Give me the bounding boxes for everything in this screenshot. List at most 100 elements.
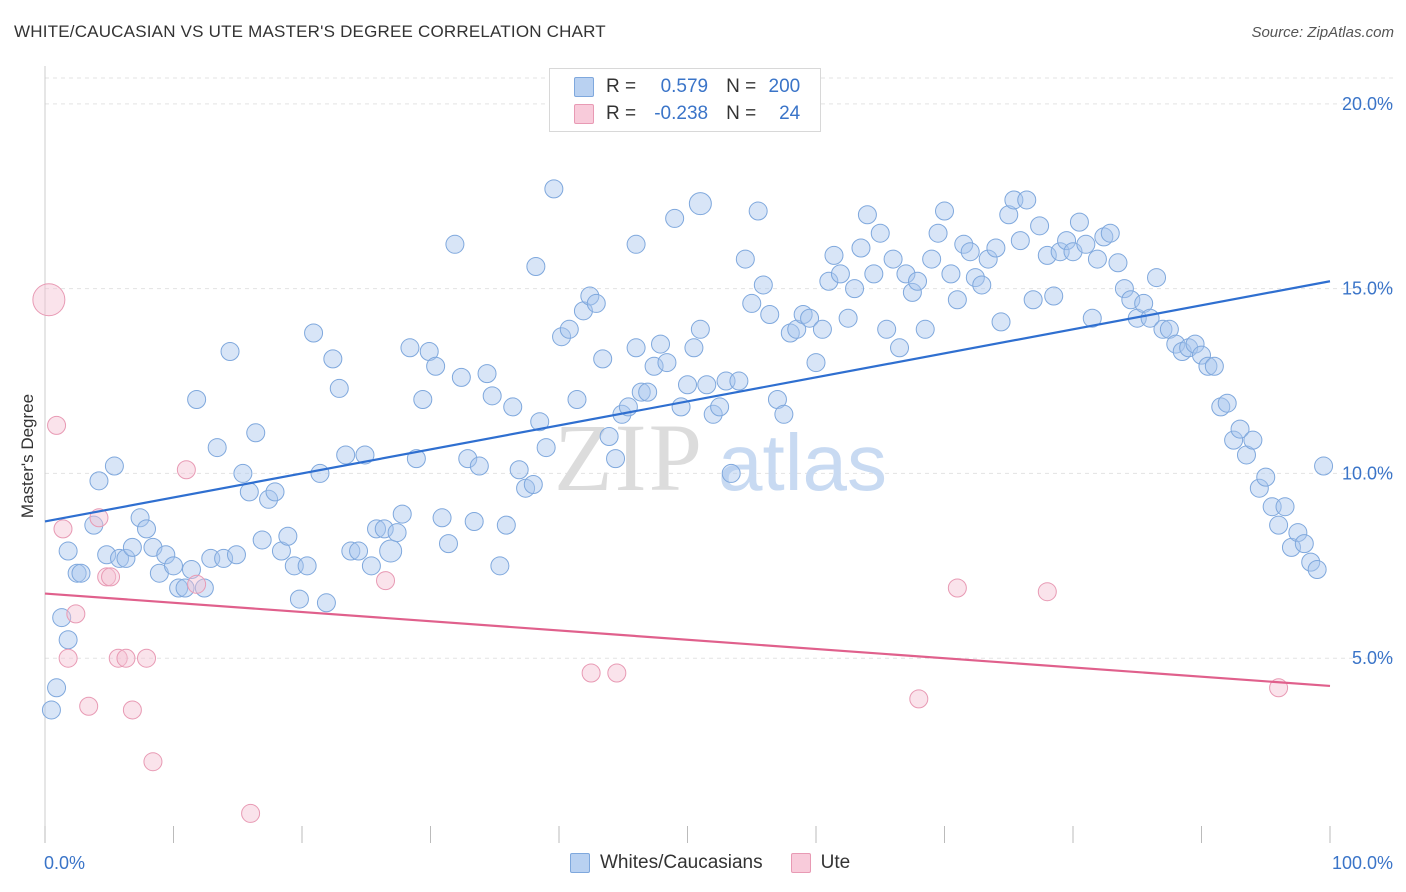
point-whites bbox=[830, 264, 850, 284]
point-whites bbox=[544, 179, 564, 199]
point-whites bbox=[1108, 253, 1128, 273]
point-ute bbox=[143, 752, 163, 772]
point-ute bbox=[53, 519, 73, 539]
point-whites bbox=[175, 578, 195, 598]
watermark-atlas: atlas bbox=[718, 418, 887, 507]
legend-row-whites: R = 0.579 N = 200 bbox=[574, 75, 800, 99]
point-whites bbox=[329, 378, 349, 398]
point-whites bbox=[922, 249, 942, 269]
point-whites bbox=[780, 323, 800, 343]
point-whites bbox=[1166, 334, 1186, 354]
trend-line-whites bbox=[44, 280, 1331, 523]
point-whites bbox=[1121, 290, 1141, 310]
point-whites bbox=[710, 397, 730, 417]
point-whites bbox=[877, 319, 897, 339]
point-whites bbox=[567, 390, 587, 410]
point-whites bbox=[207, 438, 227, 458]
point-ute bbox=[32, 283, 66, 317]
point-whites bbox=[438, 534, 458, 554]
point-whites bbox=[1057, 231, 1077, 251]
legend-n-label: N = bbox=[726, 103, 757, 124]
point-whites bbox=[110, 548, 130, 568]
point-whites bbox=[697, 375, 717, 395]
point-ute bbox=[47, 415, 67, 435]
point-whites bbox=[857, 205, 877, 225]
legend-row-ute: R = -0.238 N = 24 bbox=[574, 102, 800, 126]
point-whites bbox=[265, 482, 285, 502]
point-whites bbox=[824, 245, 844, 265]
point-whites bbox=[226, 545, 246, 565]
point-whites bbox=[1243, 430, 1263, 450]
point-whites bbox=[89, 471, 109, 491]
point-whites bbox=[361, 556, 381, 576]
point-whites bbox=[735, 249, 755, 269]
point-ute bbox=[116, 648, 136, 668]
y-tick-label: 5.0% bbox=[1352, 648, 1393, 668]
point-whites bbox=[116, 548, 136, 568]
point-whites bbox=[509, 460, 529, 480]
legend-r-label: R = bbox=[606, 103, 637, 124]
point-ute bbox=[376, 571, 396, 591]
point-whites bbox=[164, 556, 183, 576]
legend-label-whites: Whites/Caucasians bbox=[600, 852, 763, 873]
point-whites bbox=[1230, 419, 1250, 439]
point-whites bbox=[1017, 190, 1037, 210]
point-whites bbox=[220, 341, 240, 361]
legend-r-label: R = bbox=[606, 76, 637, 97]
point-whites bbox=[445, 234, 465, 254]
point-whites bbox=[469, 456, 489, 476]
point-whites bbox=[1023, 290, 1043, 310]
point-ute bbox=[241, 803, 261, 823]
point-whites bbox=[908, 271, 928, 291]
point-whites bbox=[336, 445, 356, 465]
point-whites bbox=[638, 382, 658, 402]
point-whites bbox=[130, 508, 150, 528]
point-whites bbox=[552, 327, 572, 347]
point-ute bbox=[137, 648, 157, 668]
point-whites bbox=[1288, 523, 1308, 543]
point-whites bbox=[426, 356, 446, 376]
point-whites bbox=[606, 449, 626, 469]
point-whites bbox=[928, 223, 948, 243]
point-whites bbox=[644, 356, 664, 376]
point-whites bbox=[406, 449, 426, 469]
point-whites bbox=[169, 578, 189, 598]
point-ute bbox=[187, 574, 207, 594]
legend-n-value: 200 bbox=[768, 76, 801, 97]
point-ute bbox=[607, 663, 627, 683]
point-whites bbox=[355, 445, 375, 465]
point-whites bbox=[915, 319, 935, 339]
point-whites bbox=[845, 279, 865, 299]
legend-swatch-whites bbox=[574, 77, 594, 97]
point-whites bbox=[626, 234, 646, 254]
point-whites bbox=[1069, 212, 1089, 232]
point-whites bbox=[800, 308, 820, 328]
chart-title: WHITE/CAUCASIAN VS UTE MASTER'S DEGREE C… bbox=[14, 22, 606, 41]
point-ute bbox=[58, 648, 78, 668]
legend-swatch-whites bbox=[570, 853, 590, 873]
point-whites bbox=[1076, 234, 1096, 254]
point-ute bbox=[66, 604, 86, 624]
point-whites bbox=[883, 249, 903, 269]
point-ute bbox=[581, 663, 601, 683]
point-whites bbox=[71, 563, 91, 583]
point-whites bbox=[536, 438, 556, 458]
point-whites bbox=[1198, 356, 1218, 376]
trend-line-ute bbox=[44, 592, 1331, 688]
point-whites bbox=[1249, 478, 1269, 498]
point-ute bbox=[909, 689, 929, 709]
point-whites bbox=[451, 367, 471, 387]
point-whites bbox=[1294, 534, 1314, 554]
point-whites bbox=[1275, 497, 1295, 517]
point-whites bbox=[1256, 467, 1276, 487]
legend-n-label: N = bbox=[726, 76, 757, 97]
point-whites bbox=[58, 630, 78, 650]
point-whites bbox=[458, 449, 478, 469]
point-whites bbox=[1185, 334, 1205, 354]
y-tick-label: 20.0% bbox=[1342, 94, 1393, 114]
point-whites bbox=[52, 608, 72, 628]
point-whites bbox=[1217, 393, 1237, 413]
point-ute bbox=[101, 567, 121, 587]
point-whites bbox=[742, 293, 762, 313]
